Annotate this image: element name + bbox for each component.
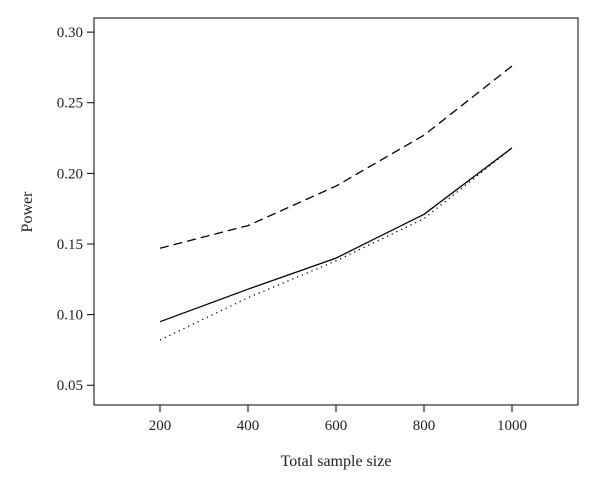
x-tick-label: 1000: [497, 418, 527, 434]
x-tick-label: 200: [149, 418, 172, 434]
series-line-dashed: [159, 65, 513, 249]
y-tick-label: 0.30: [57, 25, 83, 41]
x-tick-label: 800: [413, 418, 436, 434]
series-layer: [159, 65, 513, 341]
y-axis: 0.05 0.10 0.15 0.20 0.25 0.30: [57, 25, 94, 394]
y-tick-label: 0.25: [57, 96, 83, 112]
x-axis-label: Total sample size: [281, 453, 392, 470]
y-tick-label: 0.20: [57, 166, 83, 182]
y-tick-label: 0.05: [57, 378, 83, 394]
y-tick-label: 0.10: [57, 308, 83, 324]
series-line-dotted: [159, 147, 513, 341]
x-tick-label: 400: [237, 418, 260, 434]
x-tick-label: 600: [325, 418, 348, 434]
y-tick-label: 0.15: [57, 237, 83, 253]
y-axis-label: Power: [19, 191, 36, 233]
x-axis: 200 400 600 800 1000: [149, 405, 527, 434]
series-line-solid: [159, 147, 513, 323]
plot-frame: [93, 17, 579, 406]
